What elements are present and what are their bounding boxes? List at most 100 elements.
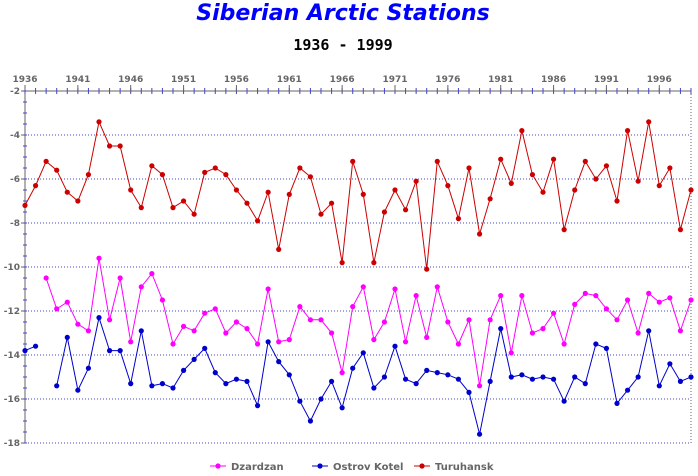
x-tick-label: 1966 bbox=[330, 75, 355, 85]
point-dzardzan bbox=[276, 339, 282, 345]
point-turuhansk bbox=[381, 209, 388, 215]
point-turuhansk bbox=[254, 218, 261, 224]
point-dzardzan bbox=[688, 297, 694, 303]
point-dzardzan bbox=[402, 339, 409, 345]
point-ostrov-kotel bbox=[688, 374, 694, 380]
point-dzardzan bbox=[476, 383, 483, 389]
y-tick-label: -10 bbox=[4, 263, 20, 273]
point-turuhansk bbox=[646, 119, 652, 125]
point-dzardzan bbox=[371, 337, 377, 343]
x-tick-label: 1956 bbox=[224, 75, 249, 85]
point-dzardzan bbox=[233, 319, 240, 325]
legend-label-ostrov-kotel: Ostrov Kotel bbox=[333, 462, 403, 473]
point-turuhansk bbox=[180, 198, 187, 204]
y-tick-label: -14 bbox=[4, 351, 20, 361]
point-dzardzan bbox=[254, 341, 261, 347]
point-dzardzan bbox=[646, 290, 652, 296]
point-turuhansk bbox=[392, 187, 398, 193]
x-tick-label: 1961 bbox=[277, 75, 302, 85]
x-tick-label: 1946 bbox=[118, 75, 143, 85]
point-ostrov-kotel bbox=[371, 385, 377, 391]
point-turuhansk bbox=[339, 260, 345, 266]
point-turuhansk bbox=[138, 205, 144, 211]
point-ostrov-kotel bbox=[254, 403, 261, 409]
point-ostrov-kotel bbox=[498, 326, 504, 332]
point-turuhansk bbox=[445, 183, 451, 189]
point-dzardzan bbox=[582, 290, 588, 296]
point-ostrov-kotel bbox=[424, 367, 430, 373]
point-dzardzan bbox=[667, 295, 673, 301]
x-tick-label: 1941 bbox=[65, 75, 90, 85]
point-ostrov-kotel bbox=[402, 376, 409, 382]
point-ostrov-kotel bbox=[519, 372, 525, 378]
y-axis-ticks: -2 -4 -6 -8 -10 -12 -14 -16 -18 bbox=[4, 87, 27, 449]
point-turuhansk bbox=[466, 165, 472, 171]
legend-marker-dzardzan bbox=[215, 463, 221, 469]
point-dzardzan bbox=[572, 301, 578, 307]
point-turuhansk bbox=[350, 158, 356, 164]
point-dzardzan bbox=[212, 306, 218, 312]
point-turuhansk bbox=[677, 227, 684, 233]
point-dzardzan bbox=[202, 310, 208, 316]
point-ostrov-kotel bbox=[677, 378, 684, 384]
x-tick-label: 1976 bbox=[435, 75, 460, 85]
y-tick-label: -18 bbox=[4, 439, 20, 449]
point-dzardzan bbox=[519, 293, 525, 299]
point-dzardzan bbox=[106, 317, 113, 323]
point-dzardzan bbox=[244, 326, 250, 332]
point-turuhansk bbox=[360, 191, 366, 197]
point-turuhansk bbox=[402, 207, 409, 213]
point-ostrov-kotel bbox=[350, 365, 356, 371]
x-axis-ticks: 1936 1941 1946 1951 1956 1961 1966 1971 1976 1981… bbox=[12, 75, 692, 94]
point-dzardzan bbox=[170, 341, 176, 347]
point-ostrov-kotel bbox=[572, 374, 578, 380]
point-turuhansk bbox=[307, 174, 314, 180]
y-tick-label: -4 bbox=[10, 131, 20, 141]
point-dzardzan bbox=[593, 293, 599, 299]
point-dzardzan bbox=[96, 255, 102, 261]
point-turuhansk bbox=[32, 183, 39, 189]
point-dzardzan bbox=[223, 330, 229, 336]
point-turuhansk bbox=[572, 187, 578, 193]
point-ostrov-kotel bbox=[593, 341, 599, 347]
point-ostrov-kotel bbox=[170, 385, 176, 391]
point-ostrov-kotel bbox=[318, 396, 324, 402]
x-tick-label: 1971 bbox=[382, 75, 407, 85]
y-tick-label: -8 bbox=[10, 219, 20, 229]
point-turuhansk bbox=[96, 119, 102, 125]
point-turuhansk bbox=[276, 246, 282, 252]
x-tick-label: 1986 bbox=[541, 75, 566, 85]
point-turuhansk bbox=[593, 176, 599, 182]
point-ostrov-kotel bbox=[508, 374, 514, 380]
point-turuhansk bbox=[656, 183, 662, 189]
point-ostrov-kotel bbox=[223, 381, 229, 387]
point-dzardzan bbox=[540, 326, 546, 332]
point-dzardzan bbox=[85, 328, 92, 334]
point-ostrov-kotel bbox=[149, 383, 155, 389]
point-turuhansk bbox=[286, 191, 292, 197]
point-ostrov-kotel bbox=[529, 376, 536, 382]
point-ostrov-kotel bbox=[276, 359, 282, 365]
point-ostrov-kotel bbox=[434, 370, 440, 376]
point-dzardzan bbox=[350, 304, 356, 310]
point-ostrov-kotel bbox=[297, 398, 303, 404]
point-ostrov-kotel bbox=[64, 334, 70, 340]
point-dzardzan bbox=[466, 317, 472, 323]
point-dzardzan bbox=[487, 317, 493, 323]
point-turuhansk bbox=[603, 163, 610, 169]
point-ostrov-kotel bbox=[339, 405, 345, 411]
point-ostrov-kotel bbox=[85, 365, 92, 371]
point-ostrov-kotel bbox=[614, 400, 620, 406]
point-ostrov-kotel bbox=[656, 383, 662, 389]
x-tick-label: 1981 bbox=[488, 75, 513, 85]
series-group bbox=[22, 119, 694, 437]
point-turuhansk bbox=[212, 165, 218, 171]
point-ostrov-kotel bbox=[603, 345, 610, 351]
point-dzardzan bbox=[434, 284, 440, 290]
point-turuhansk bbox=[149, 163, 155, 169]
point-ostrov-kotel bbox=[561, 398, 567, 404]
point-ostrov-kotel bbox=[466, 389, 472, 395]
point-dzardzan bbox=[392, 286, 398, 292]
point-dzardzan bbox=[297, 304, 303, 310]
